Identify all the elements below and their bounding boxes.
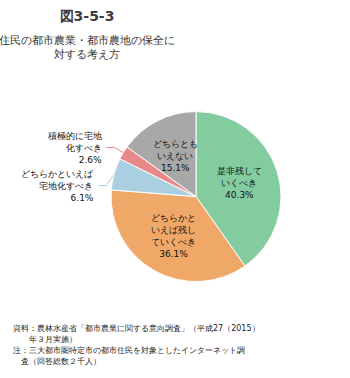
svg-text:資料：農林水産省「都市農業に関する意向調査」（平成27（20: 資料：農林水産省「都市農業に関する意向調査」（平成27（2015） [13,324,260,333]
svg-text:15.1%: 15.1% [161,163,190,173]
svg-text:いくべき: いくべき [221,178,257,188]
svg-text:いえない: いえない [157,151,193,161]
svg-text:注：三大都市圏特定市の都市住民を対象としたインターネット調: 注：三大都市圏特定市の都市住民を対象としたインターネット調 [13,346,245,355]
svg-text:どちらとも: どちらとも [153,139,198,149]
svg-text:年３月実施）: 年３月実施） [13,335,77,344]
svg-text:化すべき: 化すべき [66,143,102,153]
svg-text:どちらかといえば: どちらかといえば [21,169,94,179]
svg-text:40.3%: 40.3% [225,190,254,200]
svg-text:どちらかと: どちらかと [151,213,196,223]
svg-text:6.1%: 6.1% [71,193,94,203]
svg-text:2.6%: 2.6% [79,155,102,165]
svg-text:ていくべき: ていくべき [151,237,196,247]
svg-text:対する考え方: 対する考え方 [54,48,120,61]
svg-text:宅地化すべき: 宅地化すべき [39,181,93,191]
svg-text:住民の都市農業・都市農地の保全に: 住民の都市農業・都市農地の保全に [0,34,175,47]
svg-text:図3-5-3: 図3-5-3 [60,8,115,24]
svg-text:いえば残し: いえば残し [151,225,196,235]
svg-text:査（回答総数２千人）: 査（回答総数２千人） [13,357,101,366]
svg-text:36.1%: 36.1% [159,249,188,259]
svg-text:是非残して: 是非残して [217,166,262,176]
svg-text:積極的に宅地: 積極的に宅地 [48,131,102,141]
